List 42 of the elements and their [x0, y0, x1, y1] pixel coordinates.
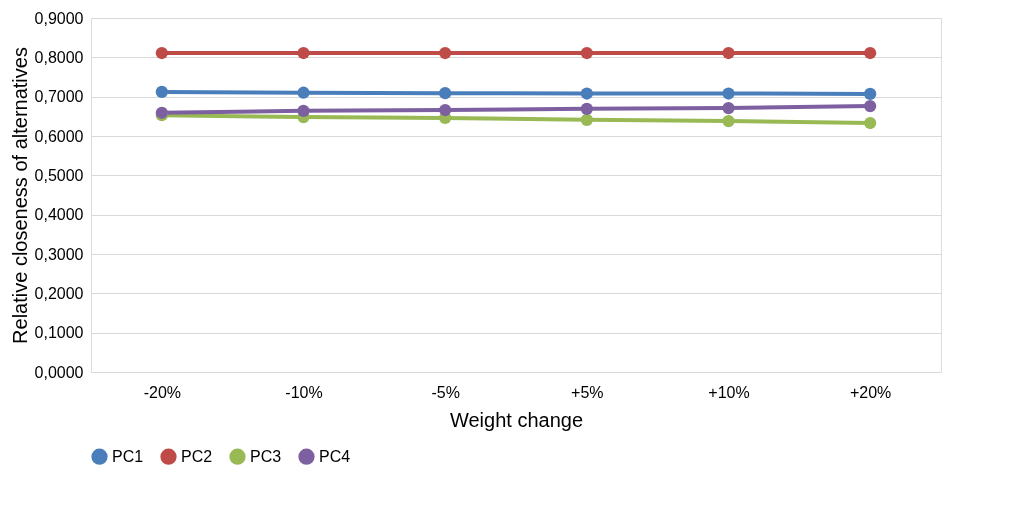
- y-tick-label: 0,3000: [34, 245, 84, 263]
- point: [722, 101, 735, 115]
- point: [864, 46, 877, 60]
- point: [864, 87, 877, 101]
- point: [722, 87, 735, 100]
- y-tick-label: 0,4000: [34, 206, 84, 224]
- legend-label: PC4: [319, 447, 351, 465]
- point: [155, 85, 168, 99]
- legend-label: PC1: [112, 447, 144, 465]
- point: [297, 104, 310, 117]
- y-tick-label: 0,2000: [34, 284, 84, 302]
- point: [297, 86, 310, 99]
- point: [864, 116, 877, 130]
- point: [439, 46, 452, 60]
- y-tick-label: 0,9000: [34, 9, 84, 27]
- x-tick-label: +5%: [571, 383, 604, 401]
- x-axis-title: Weight change: [449, 408, 584, 431]
- point: [580, 46, 593, 60]
- y-tick-label: 0,6000: [34, 127, 84, 145]
- x-tick-label: +20%: [849, 383, 892, 401]
- point: [580, 113, 593, 126]
- point: [722, 46, 735, 60]
- legend-label: PC2: [181, 447, 213, 465]
- point: [155, 46, 168, 60]
- y-axis-title: Relative closeness of alternatives: [8, 47, 31, 344]
- point: [439, 87, 452, 100]
- point: [722, 114, 735, 128]
- point: [439, 103, 452, 117]
- y-tick-label: 0,1000: [34, 324, 84, 342]
- y-tick-label: 0,0000: [34, 363, 84, 381]
- x-tick-label: -20%: [143, 383, 182, 401]
- x-tick-label: -5%: [431, 383, 460, 401]
- point: [297, 46, 310, 60]
- y-tick-label: 0,7000: [34, 88, 84, 106]
- point: [864, 99, 877, 113]
- point: [580, 102, 593, 115]
- x-tick-label: +10%: [708, 383, 750, 401]
- x-tick-label: -10%: [285, 383, 323, 401]
- y-tick-label: 0,5000: [34, 166, 84, 184]
- legend-label: PC3: [250, 447, 282, 465]
- y-tick-label: 0,8000: [34, 48, 84, 66]
- point: [580, 87, 593, 100]
